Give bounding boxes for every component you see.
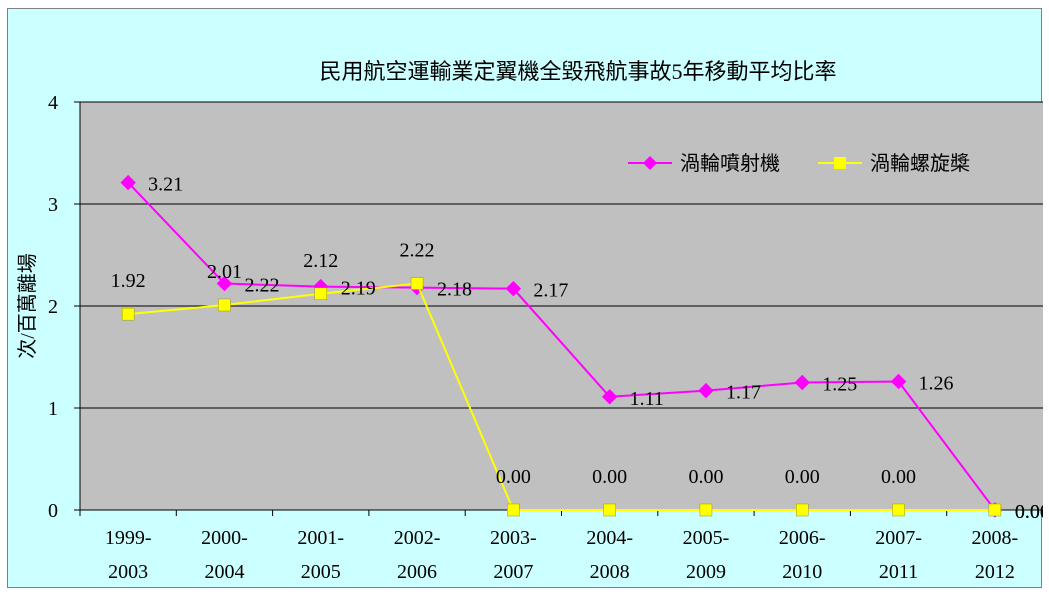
x-tick-label: 1999-	[105, 527, 152, 549]
x-tick-label: 2008-	[972, 527, 1019, 549]
chart-title: 民用航空運輸業定翼機全毀飛航事故5年移動平均比率	[319, 59, 836, 84]
data-point	[699, 503, 713, 517]
data-label: 0.00	[496, 466, 531, 488]
y-tick-label: 3	[48, 194, 58, 216]
legend-marker	[643, 156, 657, 170]
chart-container: 民用航空運輸業定翼機全毀飛航事故5年移動平均比率 0 1 2 3 4 1999- 2003 2…	[7, 8, 1043, 588]
data-label: 2.17	[533, 280, 568, 302]
data-label: 0.00	[592, 466, 627, 488]
data-point	[121, 307, 135, 321]
x-tick-label: 2006	[397, 561, 437, 583]
legend-marker	[834, 157, 846, 169]
legend: 渦輪噴射機 渦輪螺旋槳	[628, 152, 970, 175]
data-label: 2.18	[437, 279, 472, 301]
data-point	[505, 280, 522, 297]
data-label: 2.22	[400, 240, 435, 262]
x-tick-label: 2010	[782, 561, 822, 583]
data-label: 2.19	[341, 278, 376, 300]
gridlines	[80, 101, 1043, 409]
y-axis-title: 次/百萬離場	[16, 253, 39, 359]
data-label: 1.92	[111, 270, 146, 292]
data-label: 0.00	[881, 466, 916, 488]
x-tick-label: 2004	[204, 561, 244, 583]
data-point	[120, 174, 136, 191]
data-labels: 3.21 2.22 2.19 2.18 2.17 1.11 1.17 1.25 1.26 0.00…	[111, 174, 1043, 523]
x-tick-label: 2011	[879, 561, 918, 583]
data-point	[988, 503, 1002, 517]
data-label: 2.12	[303, 250, 338, 272]
chart-svg: 民用航空運輸業定翼機全毀飛航事故5年移動平均比率 0 1 2 3 4 1999- 2003 2…	[16, 59, 1043, 583]
data-label: 1.25	[822, 374, 857, 396]
x-tick-label: 2001-	[297, 527, 344, 549]
data-point	[601, 389, 618, 405]
x-tick-label: 2009	[686, 561, 726, 583]
y-tick-label: 4	[48, 92, 58, 114]
data-point	[892, 503, 905, 517]
y-tick-label: 0	[48, 500, 58, 522]
x-tick-label: 2003-	[490, 527, 537, 549]
x-tick-label: 2000-	[201, 527, 248, 549]
legend-label: 渦輪螺旋槳	[870, 152, 970, 175]
data-label: 2.22	[244, 275, 279, 297]
data-point	[794, 374, 810, 391]
data-label: 0.00	[688, 466, 723, 488]
series-line	[128, 282, 995, 511]
data-point	[698, 382, 714, 399]
data-point	[410, 277, 424, 290]
x-tick-label: 2008	[590, 561, 630, 583]
legend-label: 渦輪噴射機	[680, 152, 780, 175]
data-point	[218, 298, 231, 312]
data-point	[216, 275, 233, 292]
y-tick-label: 1	[48, 398, 58, 420]
x-tick-label: 2004-	[586, 527, 633, 549]
data-point	[314, 287, 327, 301]
data-point	[796, 503, 809, 517]
axes: 0 1 2 3 4 1999- 2003 2000- 2004 2001- 2005 2002- 200…	[48, 92, 1043, 583]
x-tick-label: 2007-	[875, 527, 922, 549]
data-label: 2.01	[207, 261, 242, 283]
data-label: 1.17	[726, 382, 761, 404]
data-point	[603, 503, 616, 517]
x-tick-label: 2006-	[779, 527, 826, 549]
y-tick-label: 2	[48, 296, 58, 318]
data-label: 0.00	[1015, 501, 1043, 523]
data-point	[507, 503, 520, 517]
data-point	[890, 373, 907, 390]
data-label: 0.00	[785, 466, 820, 488]
data-label: 1.26	[919, 372, 954, 394]
data-label: 0.00	[1015, 501, 1043, 523]
data-label: 1.11	[630, 388, 664, 410]
x-tick-label: 2005-	[683, 527, 730, 549]
x-tick-label: 2002-	[394, 527, 441, 549]
x-tick-label: 2003	[108, 561, 148, 583]
x-tick-label: 2007	[493, 561, 533, 583]
data-label: 3.21	[148, 174, 183, 196]
x-tick-label: 2005	[301, 561, 341, 583]
series-layer	[120, 174, 1003, 518]
series-line	[127, 181, 996, 511]
x-tick-label: 2012	[975, 561, 1015, 583]
